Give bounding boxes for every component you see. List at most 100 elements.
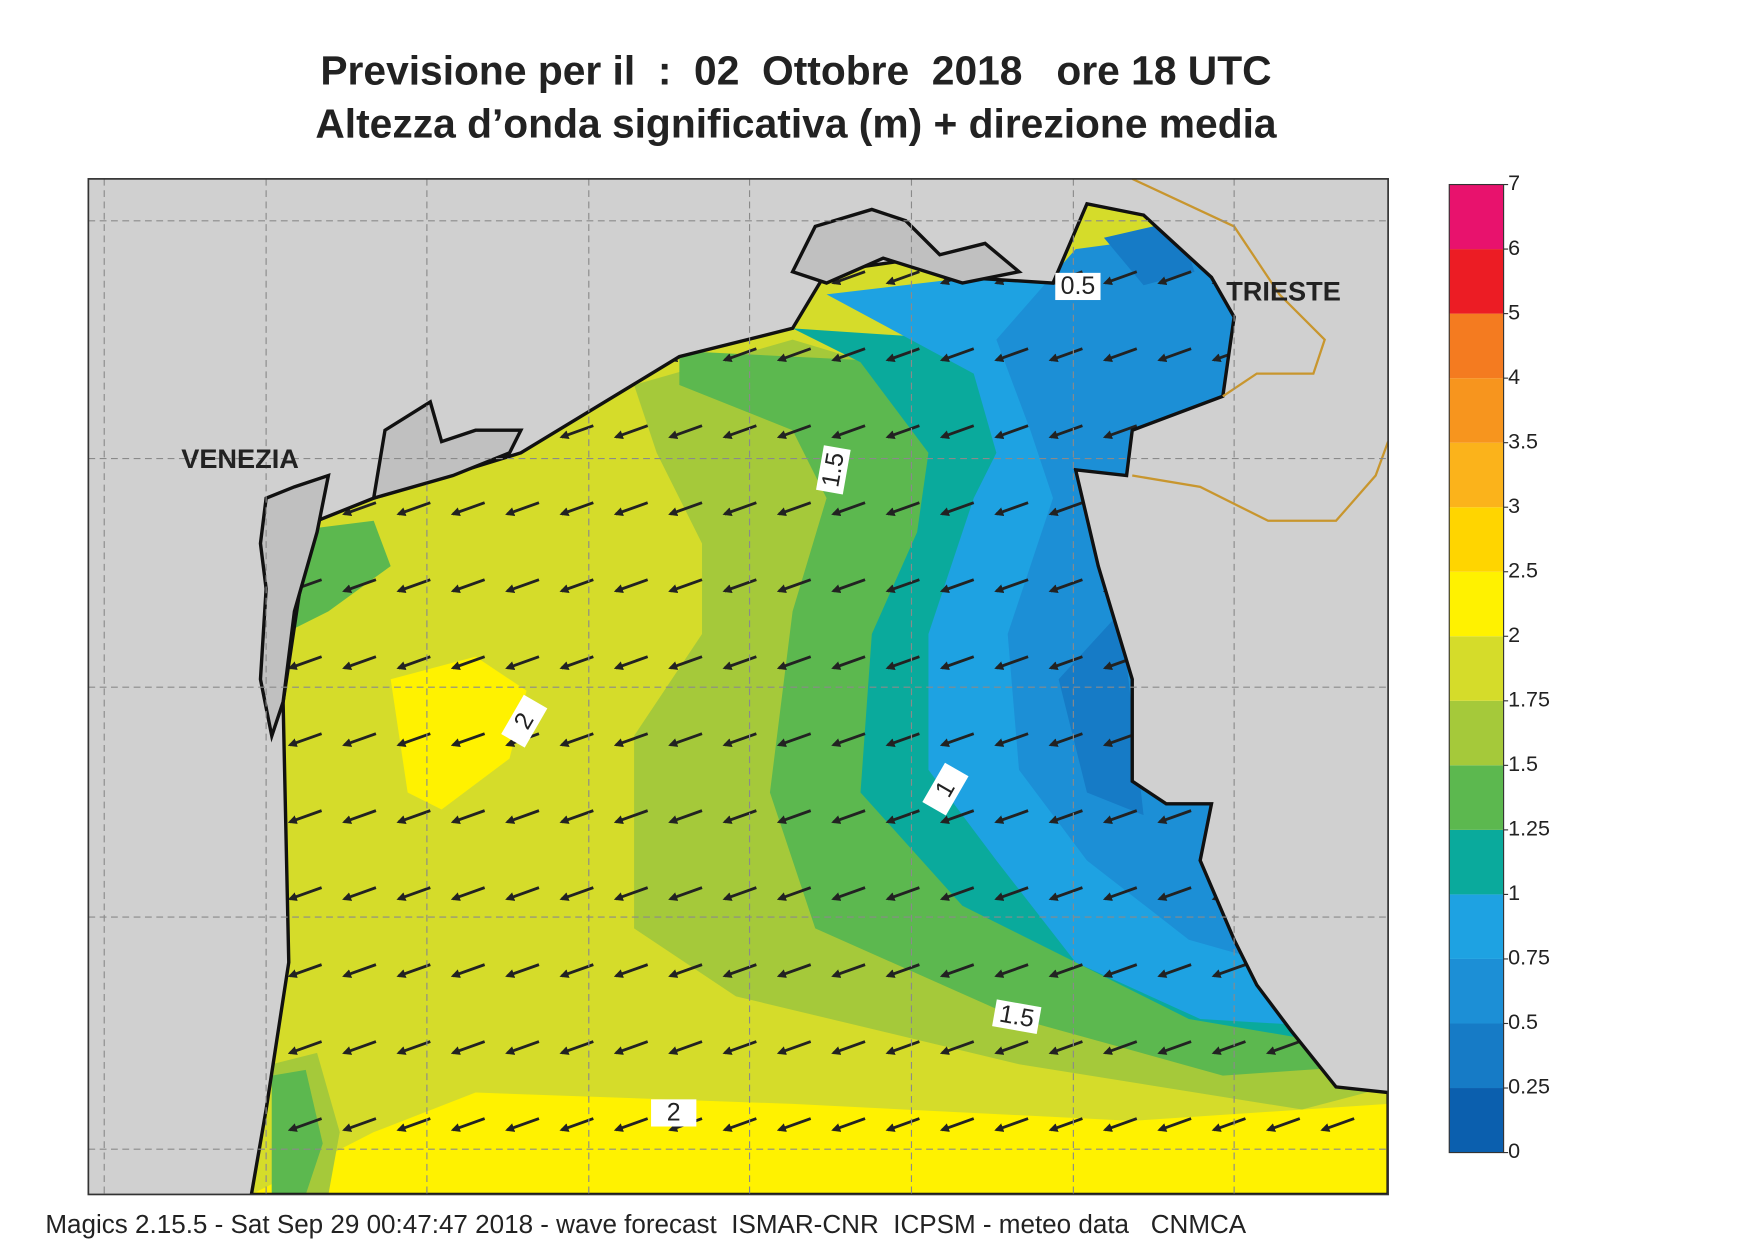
arrow — [831, 886, 866, 901]
arrow — [396, 1040, 431, 1055]
arrow — [668, 578, 703, 593]
arrow — [1048, 1040, 1083, 1055]
arrow — [287, 809, 323, 824]
arrow — [994, 655, 1029, 670]
arrow — [342, 963, 377, 978]
arrow — [722, 1117, 757, 1132]
arrow — [396, 963, 431, 978]
arrow — [776, 578, 812, 593]
arrow — [831, 732, 866, 747]
footer: Magics 2.15.5 - Sat Sep 29 00:47:47 2018… — [45, 1209, 1246, 1239]
arrow — [722, 963, 757, 978]
arrow — [1048, 1117, 1083, 1132]
arrow — [396, 809, 431, 824]
arrow — [722, 424, 757, 440]
arrow — [994, 578, 1029, 593]
colorbar-bin — [1449, 894, 1504, 959]
arrow — [885, 578, 920, 593]
arrow — [831, 809, 866, 824]
lagoon — [371, 399, 524, 501]
zone — [271, 1069, 323, 1195]
arrow — [505, 1040, 540, 1055]
arrow — [342, 501, 377, 516]
colorbar-bin — [1449, 765, 1504, 830]
arrow — [994, 809, 1029, 824]
arrow — [613, 424, 649, 440]
arrow — [722, 1040, 757, 1055]
colorbar-bin — [1449, 1023, 1504, 1089]
arrow — [1157, 886, 1192, 901]
arrow — [994, 1040, 1029, 1055]
arrow — [613, 732, 649, 747]
arrow — [1048, 732, 1083, 747]
colorbar-bin — [1449, 1088, 1504, 1153]
arrow — [831, 1040, 866, 1055]
label-bg — [1055, 272, 1101, 301]
arrow — [1157, 1040, 1192, 1055]
label-bg — [922, 762, 969, 816]
arrow — [559, 578, 594, 593]
subtitle: Altezza d’onda significativa (m) + direz… — [315, 101, 1277, 147]
arrow — [450, 1117, 486, 1132]
zone — [251, 1092, 1389, 1195]
arrow — [1048, 578, 1083, 593]
arrow — [613, 578, 649, 593]
arrow — [668, 963, 703, 978]
arrow — [776, 655, 812, 670]
arrow — [559, 963, 594, 978]
colorbar-bin — [1449, 507, 1504, 572]
colorbar-bin — [1449, 958, 1504, 1024]
label-bg — [816, 445, 851, 495]
arrow — [1048, 424, 1083, 440]
colorbar-bin — [1449, 571, 1504, 637]
arrow — [613, 809, 649, 824]
arrow — [994, 732, 1029, 747]
arrow — [1157, 963, 1192, 978]
arrow — [668, 501, 703, 516]
arrow — [396, 501, 431, 516]
arrow — [994, 886, 1029, 901]
colorbar-label: 1.5 — [1508, 752, 1538, 776]
contour-label: 0.5 — [1055, 272, 1101, 301]
arrow — [613, 655, 649, 670]
arrow — [1048, 809, 1083, 824]
colorbar-bin — [1449, 313, 1504, 379]
arrow — [831, 501, 866, 516]
arrow — [831, 1117, 866, 1132]
arrow — [1048, 347, 1083, 363]
colorbar-label: 7 — [1508, 171, 1520, 195]
arrow — [939, 732, 975, 747]
arrow — [613, 501, 649, 516]
arrow — [776, 1117, 812, 1132]
arrow — [885, 809, 920, 824]
arrow — [776, 809, 812, 824]
arrow — [1265, 1040, 1301, 1055]
arrow — [559, 1040, 594, 1055]
arrow — [396, 655, 431, 670]
arrow — [396, 1117, 431, 1132]
arrow — [668, 424, 703, 440]
arrow — [831, 655, 866, 670]
map-area: VENEZIA TRIESTE 0.5 1.5 1 2 1.5 2 — [88, 178, 1389, 1195]
coast-islands — [790, 207, 1023, 285]
arrow — [613, 1040, 649, 1055]
contour-label: 1.5 — [992, 999, 1042, 1035]
contour-label: 1 — [922, 762, 969, 816]
contour-value: 2 — [667, 1099, 681, 1127]
colorbar-bin — [1449, 249, 1504, 314]
arrow — [287, 732, 323, 747]
arrow — [776, 963, 812, 978]
arrow — [613, 1117, 649, 1132]
arrow — [668, 655, 703, 670]
arrow — [342, 809, 377, 824]
arrow — [342, 1040, 377, 1055]
arrow — [776, 347, 812, 363]
contour-label: 2 — [651, 1099, 697, 1127]
arrow — [505, 501, 540, 516]
arrow — [1157, 270, 1192, 286]
arrow — [722, 809, 757, 824]
arrow — [450, 963, 486, 978]
arrow — [1320, 1117, 1355, 1132]
contour-value: 1.5 — [816, 450, 850, 489]
